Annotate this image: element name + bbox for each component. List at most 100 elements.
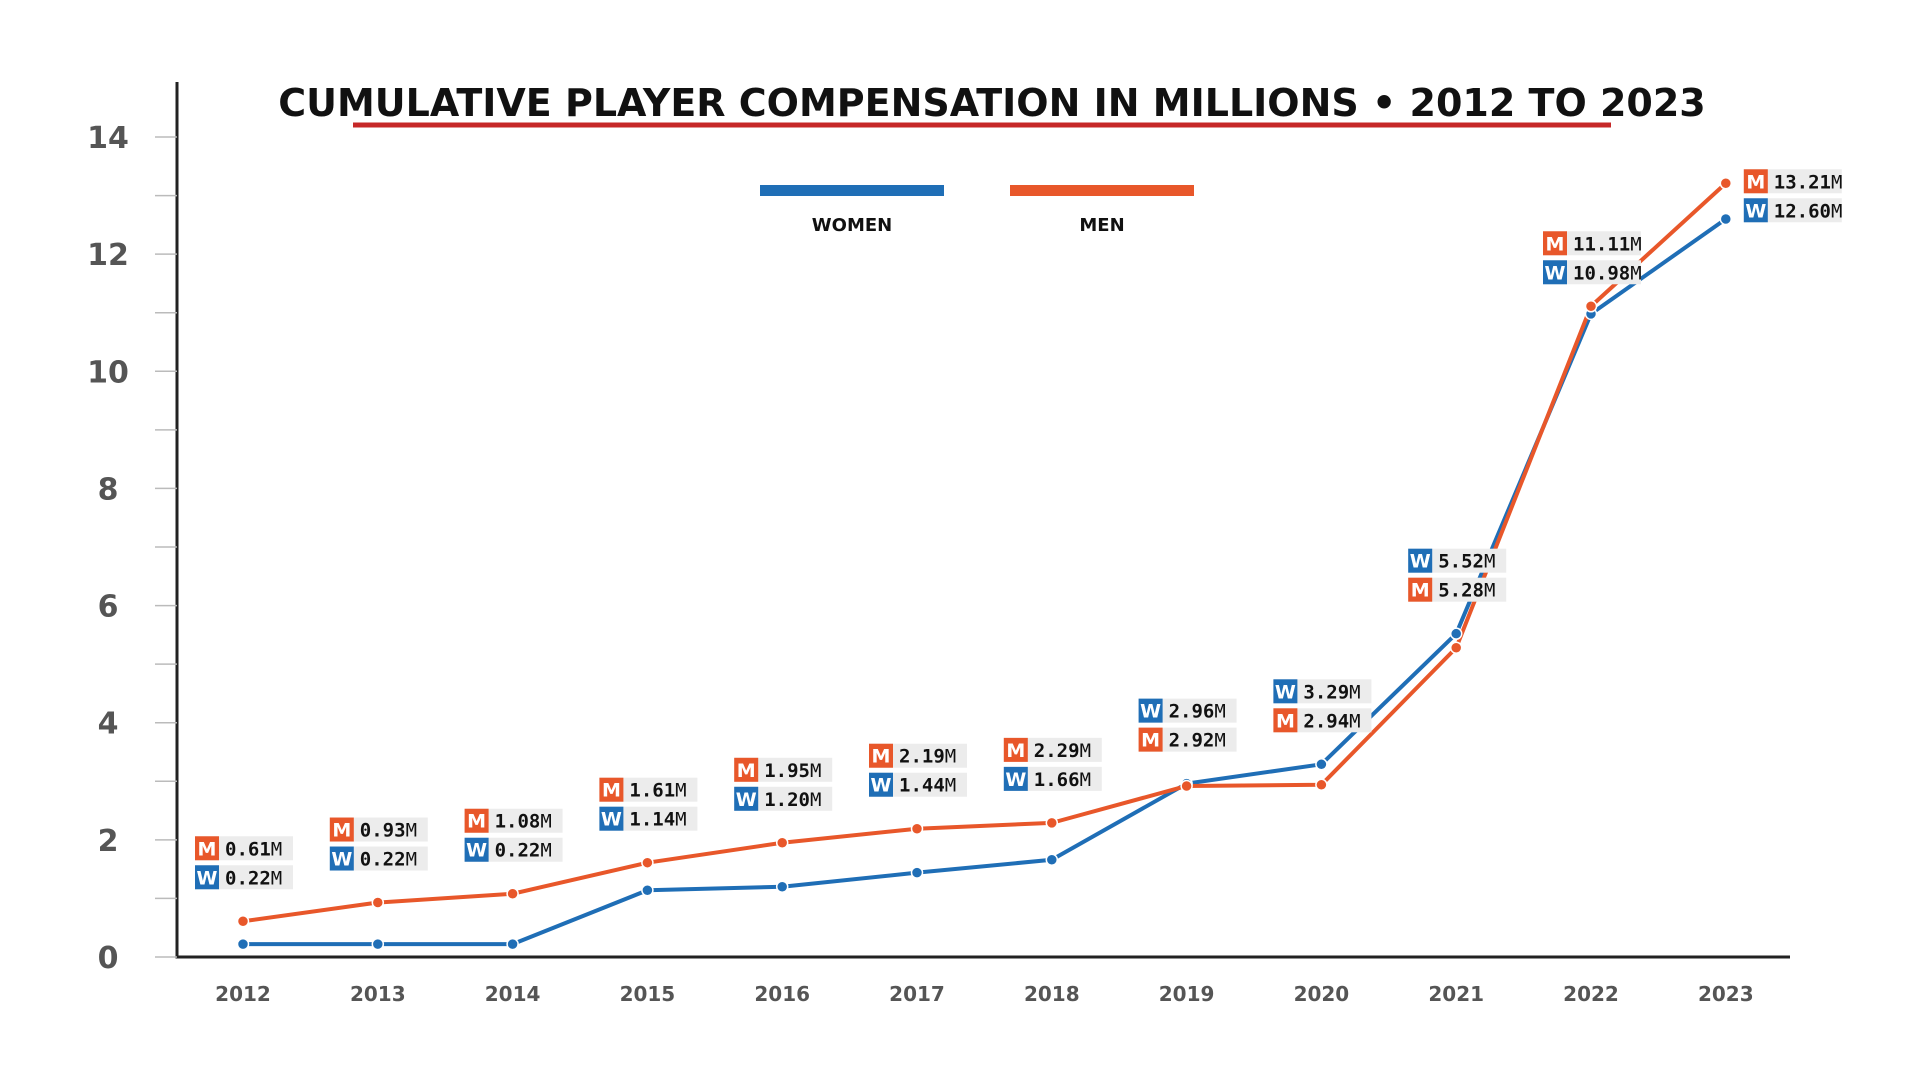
value-tag-badge bbox=[734, 757, 759, 782]
value-tag-text: 1.61M bbox=[629, 780, 686, 802]
value-tag-letter: M bbox=[198, 838, 217, 860]
value-tag-badge bbox=[734, 786, 759, 811]
value-tag-men-2017: M 2.19M bbox=[869, 743, 967, 768]
value-tag-badge bbox=[869, 772, 893, 797]
value-tag-letter: W bbox=[1275, 681, 1296, 703]
value-tag-women-2018: W 1.66M bbox=[1003, 766, 1102, 791]
value-tag-badge bbox=[599, 806, 624, 831]
value-tag-text: 2.96M bbox=[1169, 701, 1226, 723]
value-tag-women-2013: W 0.22M bbox=[329, 846, 428, 871]
point-women-2018 bbox=[1045, 853, 1059, 867]
legend: WOMEN MEN bbox=[760, 185, 1194, 236]
x-tick-label: 2021 bbox=[1428, 982, 1484, 1006]
value-tag-text: 0.22M bbox=[360, 849, 417, 871]
point-men-2014 bbox=[506, 887, 519, 900]
value-tag-text: 13.21M bbox=[1774, 171, 1843, 193]
value-tag-men-2016: M 1.95M bbox=[734, 757, 833, 782]
value-tag-men-2023: M 13.21M bbox=[1743, 169, 1843, 194]
value-tag-letter: M bbox=[1746, 171, 1765, 193]
point-women-2015 bbox=[641, 883, 654, 897]
x-tick-label: 2019 bbox=[1159, 982, 1215, 1006]
value-tag-text: 1.66M bbox=[1034, 769, 1091, 791]
point-men-2020 bbox=[1315, 778, 1328, 792]
value-tag-letter: M bbox=[1276, 710, 1295, 732]
value-tag-women-2016: W 1.20M bbox=[734, 786, 833, 811]
value-tag-women-2021: W 5.52M bbox=[1408, 548, 1507, 573]
value-tag-text: 1.44M bbox=[899, 775, 956, 797]
value-tag-badge bbox=[1543, 231, 1567, 256]
y-tick-label: 2 bbox=[98, 824, 119, 859]
x-tick-label: 2023 bbox=[1698, 982, 1754, 1006]
value-tag-letter: M bbox=[1411, 580, 1430, 602]
value-tag-letter: M bbox=[872, 746, 891, 768]
point-women-2013 bbox=[371, 937, 385, 951]
value-tag-women-2015: W 1.14M bbox=[599, 806, 698, 831]
point-women-2020 bbox=[1315, 758, 1328, 771]
value-tag-badge bbox=[1003, 737, 1028, 762]
value-tag-women-2017: W 1.44M bbox=[869, 772, 967, 797]
value-tag-badge bbox=[1408, 577, 1433, 602]
value-tag-letter: M bbox=[1546, 233, 1565, 255]
value-tag-women-2023: W 12.60M bbox=[1743, 198, 1843, 223]
x-tick-label: 2016 bbox=[754, 982, 810, 1006]
point-men-2022 bbox=[1584, 300, 1598, 313]
value-tag-text: 12.60M bbox=[1774, 200, 1843, 222]
value-tag-badge bbox=[1003, 766, 1028, 791]
value-tag-text: 2.94M bbox=[1303, 710, 1360, 732]
x-tick-label: 2012 bbox=[215, 982, 271, 1006]
x-tick-label: 2015 bbox=[620, 982, 676, 1006]
value-tag-text: 2.29M bbox=[1034, 740, 1091, 762]
value-tag-text: 1.14M bbox=[629, 809, 686, 831]
point-men-2013 bbox=[371, 896, 385, 909]
y-tick-label: 8 bbox=[98, 472, 119, 507]
value-tag-letter: M bbox=[737, 760, 756, 782]
value-tag-letter: W bbox=[1005, 769, 1026, 791]
value-tag-text: 0.93M bbox=[360, 820, 417, 842]
point-men-2012 bbox=[236, 915, 250, 928]
value-tag-text: 0.22M bbox=[225, 867, 282, 889]
value-tag-badge bbox=[1543, 260, 1567, 285]
value-tag-men-2019: M 2.92M bbox=[1138, 727, 1237, 752]
value-tag-text: 1.95M bbox=[764, 760, 821, 782]
x-tick-label: 2020 bbox=[1294, 982, 1350, 1006]
value-tag-letter: W bbox=[331, 849, 352, 871]
value-tag-badge bbox=[1273, 708, 1298, 733]
value-tag-badge bbox=[599, 777, 624, 802]
value-tag-men-2013: M 0.93M bbox=[329, 817, 428, 842]
point-women-2023 bbox=[1719, 212, 1733, 226]
point-women-2012 bbox=[236, 937, 250, 951]
legend-label-men: MEN bbox=[1079, 215, 1124, 236]
point-women-2017 bbox=[910, 866, 924, 879]
value-tag-letter: M bbox=[332, 820, 351, 842]
point-women-2021 bbox=[1449, 627, 1463, 640]
value-tag-text: 1.20M bbox=[764, 789, 821, 811]
point-men-2019 bbox=[1180, 779, 1193, 793]
value-tag-text: 2.19M bbox=[899, 746, 956, 768]
value-tag-text: 1.08M bbox=[495, 811, 552, 833]
value-tag-women-2019: W 2.96M bbox=[1138, 698, 1237, 723]
value-tag-badge bbox=[329, 846, 354, 871]
value-tag-letter: M bbox=[1141, 730, 1160, 752]
y-tick-label: 12 bbox=[87, 238, 129, 273]
value-tag-badge bbox=[195, 865, 219, 890]
value-tag-badge bbox=[195, 836, 219, 861]
value-tag-letter: M bbox=[602, 780, 621, 802]
y-tick-label: 6 bbox=[98, 590, 119, 625]
value-tag-text: 11.11M bbox=[1573, 233, 1642, 255]
value-tag-letter: W bbox=[1745, 200, 1766, 222]
x-tick-label: 2014 bbox=[485, 982, 541, 1006]
point-women-2014 bbox=[506, 937, 519, 951]
value-tag-letter: W bbox=[1140, 701, 1161, 723]
x-tick-label: 2013 bbox=[350, 982, 406, 1006]
value-tag-men-2015: M 1.61M bbox=[599, 777, 698, 802]
point-men-2021 bbox=[1449, 641, 1463, 654]
value-tag-badge bbox=[1743, 198, 1768, 223]
value-tag-badge bbox=[869, 743, 893, 768]
value-tag-women-2012: W 0.22M bbox=[195, 865, 293, 890]
data-labels: M 0.61M W 0.22M M 0.93M W 0.22M M 1.08M W 0.22M M 1.6… bbox=[195, 169, 1843, 890]
legend-swatch-men bbox=[1010, 185, 1194, 196]
y-tick-label: 10 bbox=[87, 355, 129, 390]
value-tag-men-2022: M 11.11M bbox=[1543, 231, 1642, 256]
point-men-2016 bbox=[775, 836, 789, 850]
